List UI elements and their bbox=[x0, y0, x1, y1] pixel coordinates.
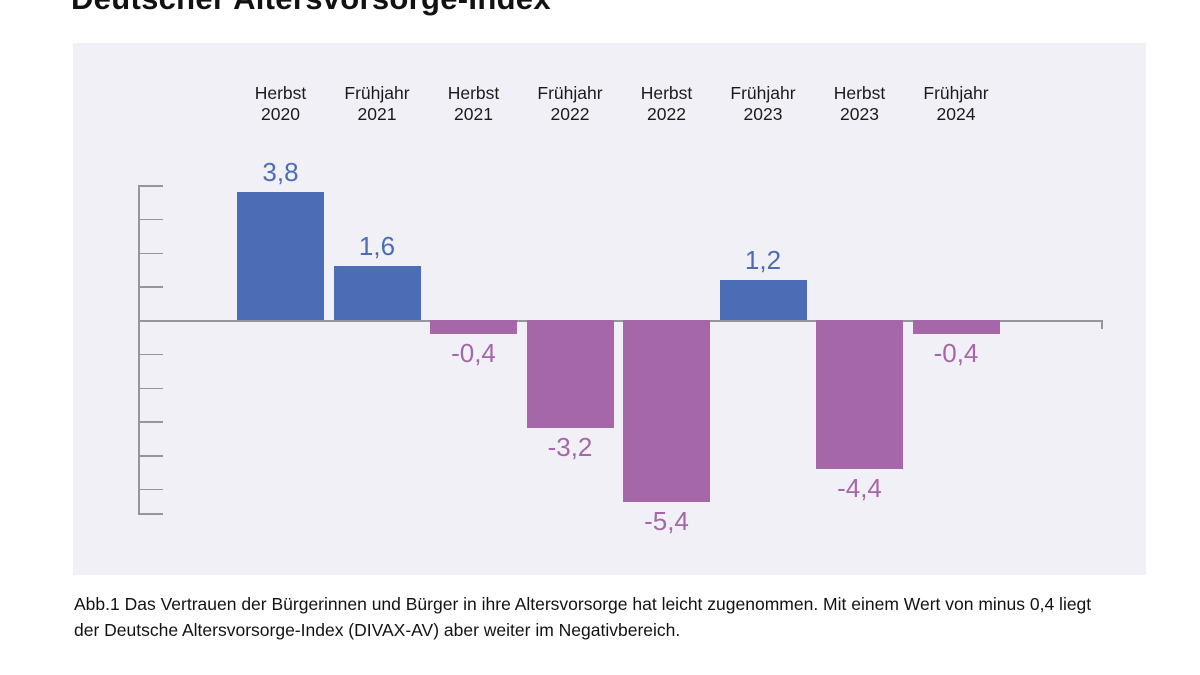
zero-baseline bbox=[138, 320, 1103, 322]
y-axis-end-cap bbox=[138, 513, 163, 515]
chart-panel: Herbst 2020 3,8 Frühjahr 2021 1,6 Herbst 202… bbox=[73, 43, 1146, 575]
bar-negative bbox=[430, 320, 517, 334]
category-label: Herbst 2023 bbox=[833, 83, 886, 124]
y-axis-tick bbox=[138, 252, 163, 254]
bar-negative bbox=[623, 320, 710, 503]
bar-chart: Herbst 2020 3,8 Frühjahr 2021 1,6 Herbst 202… bbox=[73, 43, 1146, 575]
category-label: Frühjahr 2024 bbox=[923, 83, 989, 124]
bar-value-label: -0,4 bbox=[933, 337, 979, 368]
bar-negative bbox=[816, 320, 903, 469]
x-axis-end-tick bbox=[1101, 320, 1103, 329]
figure-caption-line2: der Deutsche Altersvorsorge-Index (DIVAX… bbox=[74, 620, 681, 640]
bar-value-label: -0,4 bbox=[451, 337, 496, 368]
category-label: Herbst 2021 bbox=[447, 83, 500, 124]
y-axis-tick bbox=[138, 387, 163, 389]
bar-positive bbox=[333, 266, 421, 320]
bar-value-label: -5,4 bbox=[644, 506, 689, 537]
category-label: Frühjahr 2023 bbox=[730, 83, 796, 124]
y-axis-tick bbox=[138, 185, 163, 187]
y-axis-tick bbox=[138, 286, 163, 288]
y-axis-tick bbox=[138, 353, 163, 356]
category-label: Frühjahr 2021 bbox=[344, 83, 410, 124]
y-axis-tick bbox=[138, 488, 163, 491]
bar-negative bbox=[912, 320, 1000, 334]
bar-positive bbox=[719, 279, 807, 320]
bar-value-label: 1,2 bbox=[744, 244, 782, 275]
bar-value-label: -4,4 bbox=[837, 472, 882, 503]
category-label: Herbst 2022 bbox=[640, 83, 693, 124]
bar-value-label: -3,2 bbox=[547, 432, 593, 462]
category-label: Frühjahr 2022 bbox=[537, 83, 603, 124]
page-title: Deutscher Altersvorsorge-Index bbox=[71, 0, 551, 14]
bar-positive bbox=[237, 191, 324, 320]
category-label: Herbst 2020 bbox=[254, 83, 307, 124]
figure-caption-line1: Abb.1 Das Vertrauen der Bürgerinnen und … bbox=[74, 594, 1092, 614]
figure-caption: Abb.1 Das Vertrauen der Bürgerinnen und … bbox=[74, 591, 1091, 643]
bar-value-label: 1,6 bbox=[358, 231, 396, 261]
bar-value-label: 3,8 bbox=[262, 156, 299, 187]
y-axis-tick bbox=[138, 218, 163, 221]
y-axis-tick bbox=[138, 421, 163, 423]
y-axis-line bbox=[138, 185, 140, 515]
y-axis-tick bbox=[138, 455, 163, 457]
bar-negative bbox=[526, 320, 614, 428]
